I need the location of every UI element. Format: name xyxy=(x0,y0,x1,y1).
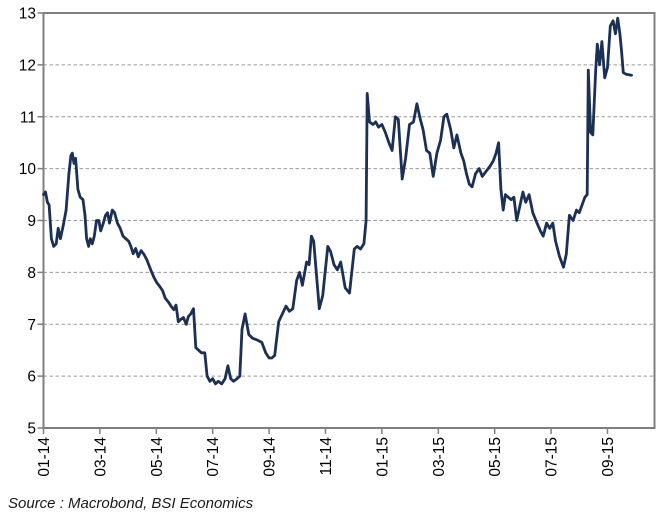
x-tick-labels: 01-14 03-14 05-14 07-14 09-14 11-14 01-15 03-15… xyxy=(36,437,617,477)
y-tick-label-5: 5 xyxy=(27,421,36,438)
y-tick-label-8: 8 xyxy=(27,265,36,282)
y-tick-label-13: 13 xyxy=(19,6,36,23)
x-tick-label-07-15: 07-15 xyxy=(544,437,561,477)
x-tick-label-11-14: 11-14 xyxy=(318,437,335,476)
y-tick-marks xyxy=(37,12,44,429)
y-tick-label-7: 7 xyxy=(27,317,36,334)
y-tick-label-10: 10 xyxy=(19,161,37,178)
y-tick-label-12: 12 xyxy=(19,57,36,74)
x-tick-label-09-15: 09-15 xyxy=(600,437,617,477)
x-tick-label-03-15: 03-15 xyxy=(431,437,448,477)
y-tick-labels: 5 6 7 8 9 10 11 12 13 xyxy=(19,6,37,438)
x-tick-label-01-14: 01-14 xyxy=(36,437,53,477)
y-tick-label-11: 11 xyxy=(20,109,36,126)
x-tick-label-09-14: 09-14 xyxy=(262,437,279,477)
x-tick-label-07-14: 07-14 xyxy=(205,437,222,477)
y-tick-label-9: 9 xyxy=(27,213,36,230)
x-tick-marks xyxy=(42,428,609,434)
source-note: Source : Macrobond, BSI Economics xyxy=(8,495,254,512)
y-tick-label-6: 6 xyxy=(27,369,36,386)
x-tick-label-03-14: 03-14 xyxy=(92,437,109,477)
x-tick-label-05-14: 05-14 xyxy=(149,437,166,477)
y-gridlines xyxy=(43,64,655,377)
x-tick-label-01-15: 01-15 xyxy=(374,437,391,477)
x-tick-label-05-15: 05-15 xyxy=(487,437,504,477)
data-line xyxy=(42,16,633,386)
